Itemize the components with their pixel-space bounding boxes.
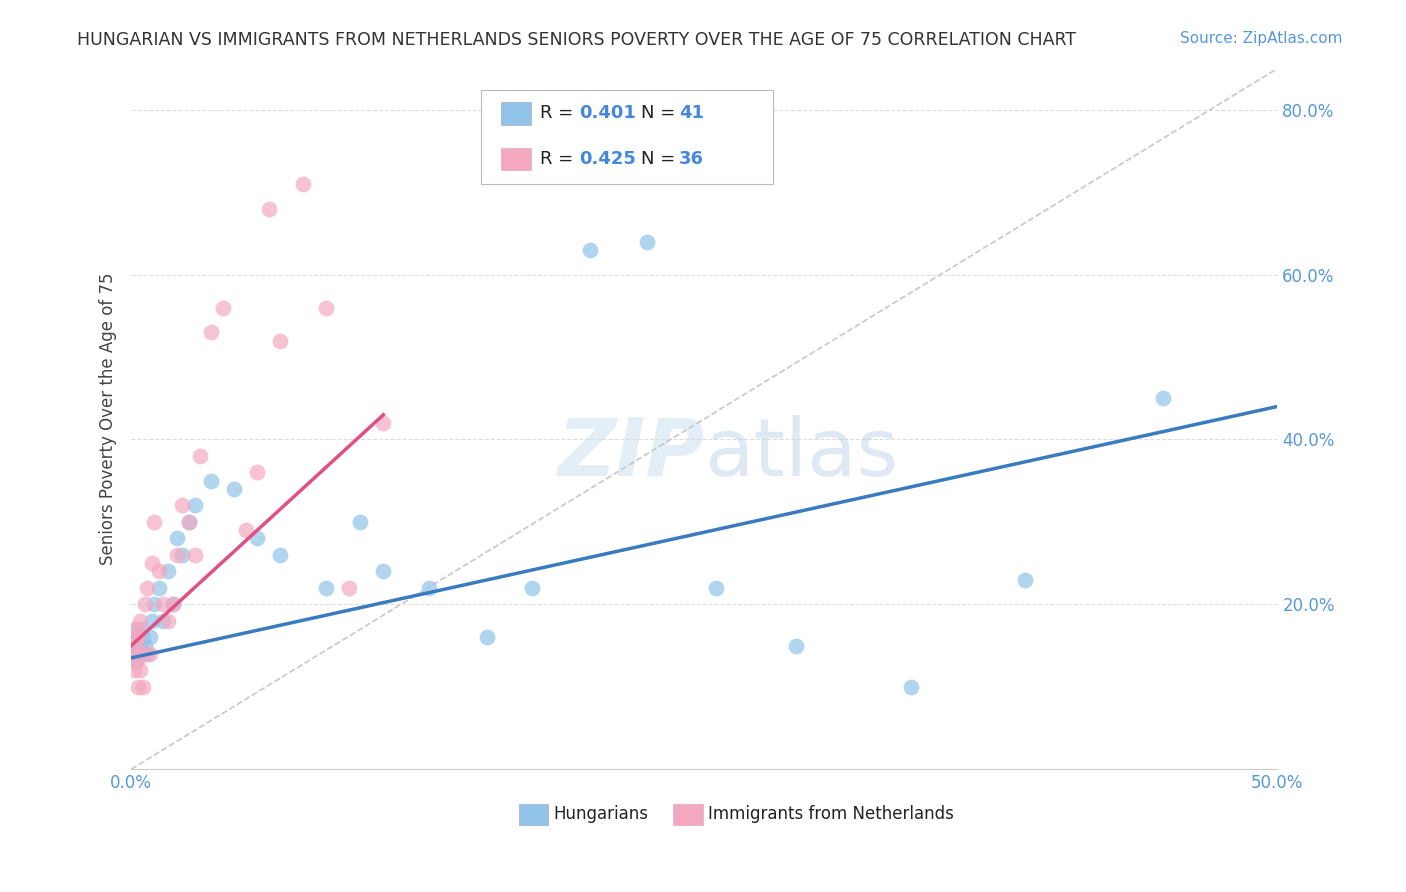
Point [129, 639, 152, 653]
Point [212, 301, 235, 315]
Point [166, 532, 188, 546]
Text: atlas: atlas [704, 415, 898, 493]
Point [125, 655, 148, 669]
Text: ZIP: ZIP [557, 415, 704, 493]
Point [143, 598, 166, 612]
Text: 41: 41 [679, 104, 704, 122]
Point [148, 565, 170, 579]
Point [141, 614, 163, 628]
Point [578, 243, 600, 257]
Point [704, 581, 727, 595]
Point [122, 630, 145, 644]
Point [122, 647, 145, 661]
Text: N =: N = [641, 150, 682, 168]
Point [200, 326, 222, 340]
Point [132, 647, 155, 661]
Text: 0.401: 0.401 [579, 104, 637, 122]
Point [522, 581, 544, 595]
Text: Source: ZipAtlas.com: Source: ZipAtlas.com [1180, 31, 1343, 46]
Point [200, 474, 222, 488]
Point [127, 630, 149, 644]
Point [125, 655, 148, 669]
Point [152, 598, 174, 612]
FancyBboxPatch shape [673, 804, 703, 824]
FancyBboxPatch shape [481, 89, 773, 184]
Point [235, 523, 257, 537]
Point [122, 663, 145, 677]
Point [125, 622, 148, 636]
Point [177, 515, 200, 529]
Point [134, 639, 156, 653]
Point [177, 515, 200, 529]
Point [156, 565, 179, 579]
Point [141, 556, 163, 570]
Point [152, 614, 174, 628]
Point [127, 630, 149, 644]
Point [636, 235, 658, 249]
Text: R =: R = [540, 150, 579, 168]
Point [129, 663, 152, 677]
Point [1152, 391, 1174, 405]
Point [246, 532, 269, 546]
Text: HUNGARIAN VS IMMIGRANTS FROM NETHERLANDS SENIORS POVERTY OVER THE AGE OF 75 CORR: HUNGARIAN VS IMMIGRANTS FROM NETHERLANDS… [77, 31, 1077, 49]
Point [224, 482, 246, 496]
Point [136, 581, 159, 595]
Point [349, 515, 371, 529]
Point [132, 630, 155, 644]
Point [122, 630, 145, 644]
Point [373, 416, 395, 430]
FancyBboxPatch shape [502, 148, 531, 170]
Point [132, 647, 155, 661]
Point [122, 647, 145, 661]
Text: N =: N = [641, 104, 682, 122]
Point [143, 515, 166, 529]
Point [184, 499, 207, 513]
Point [127, 647, 149, 661]
Point [292, 177, 315, 191]
Text: 0.425: 0.425 [579, 150, 637, 168]
FancyBboxPatch shape [502, 103, 531, 125]
Point [315, 301, 337, 315]
Point [136, 647, 159, 661]
Point [900, 680, 922, 694]
Point [170, 548, 193, 562]
Text: Immigrants from Netherlands: Immigrants from Netherlands [707, 805, 953, 823]
Point [134, 598, 156, 612]
Text: 36: 36 [679, 150, 704, 168]
Point [125, 639, 148, 653]
Point [138, 647, 160, 661]
Text: Hungarians: Hungarians [553, 805, 648, 823]
Point [315, 581, 337, 595]
Point [337, 581, 360, 595]
Y-axis label: Seniors Poverty Over the Age of 75: Seniors Poverty Over the Age of 75 [100, 273, 117, 566]
Point [373, 565, 395, 579]
Point [257, 202, 280, 216]
Point [475, 630, 498, 644]
Point [418, 581, 440, 595]
Text: R =: R = [540, 104, 579, 122]
Point [170, 499, 193, 513]
Point [162, 598, 184, 612]
Point [156, 614, 179, 628]
Point [162, 598, 184, 612]
Point [125, 622, 148, 636]
Point [129, 614, 152, 628]
Point [138, 630, 160, 644]
Point [269, 334, 291, 348]
Point [132, 680, 155, 694]
Point [166, 548, 188, 562]
Point [246, 466, 269, 480]
Point [184, 548, 207, 562]
Point [148, 581, 170, 595]
Point [1014, 573, 1036, 587]
Point [188, 449, 211, 463]
Point [127, 680, 149, 694]
Point [269, 548, 291, 562]
Point [785, 639, 807, 653]
FancyBboxPatch shape [519, 804, 548, 824]
Point [125, 639, 148, 653]
Point [129, 622, 152, 636]
